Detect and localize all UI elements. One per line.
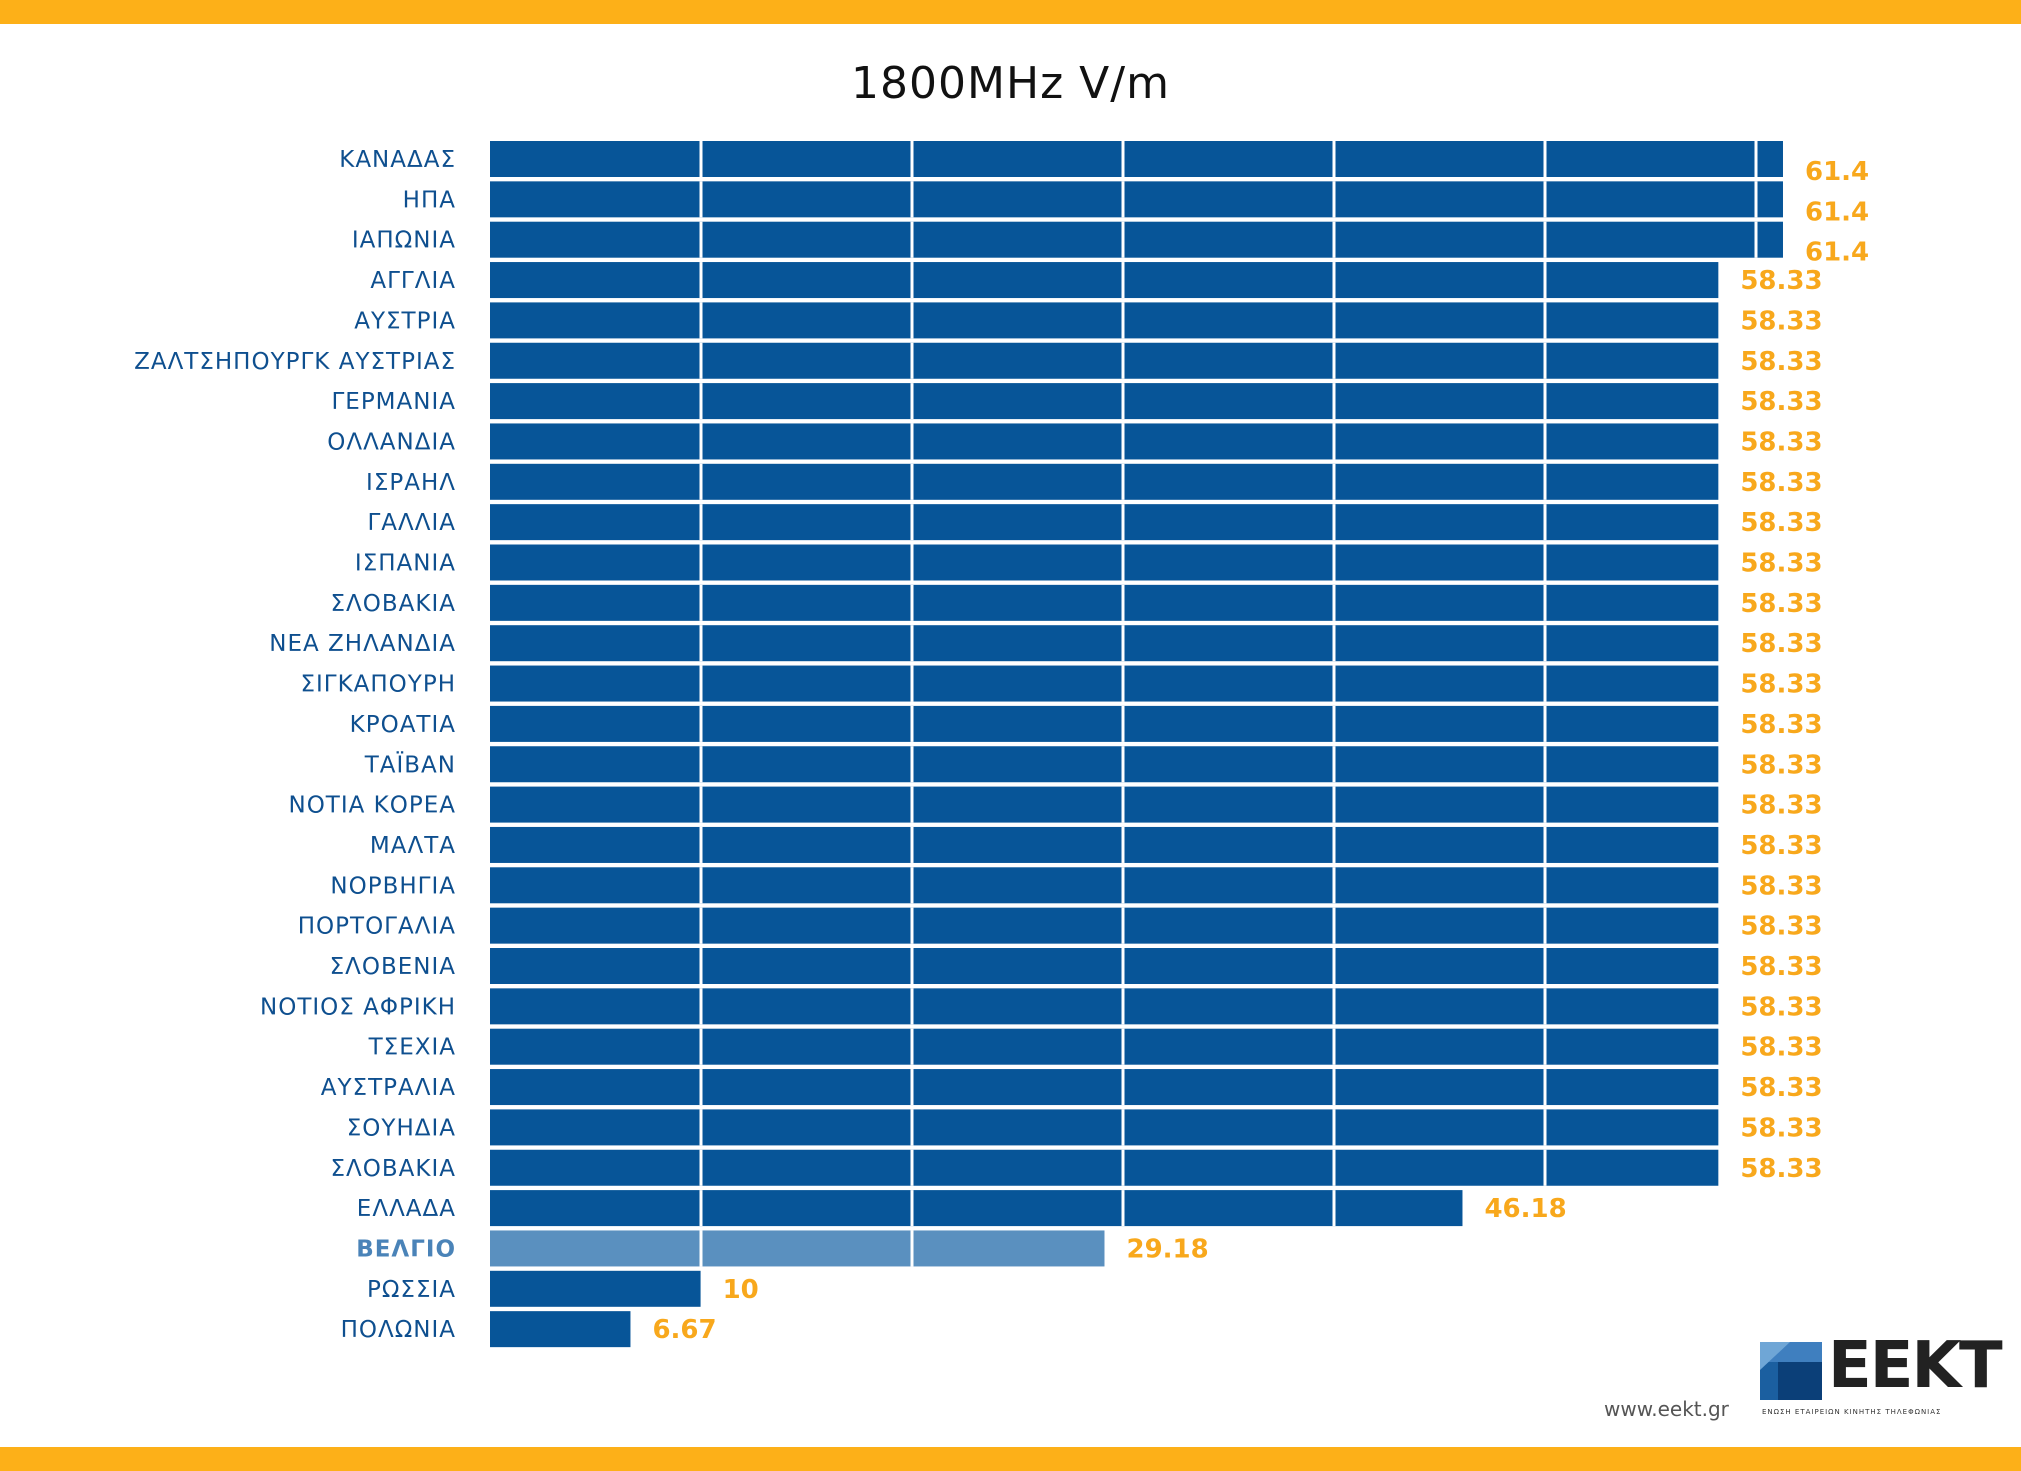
bar (490, 141, 1783, 177)
category-label: ΣΟΥΗΔΙΑ (347, 1115, 456, 1141)
value-label: 10 (723, 1275, 759, 1305)
value-label: 58.33 (1740, 1073, 1822, 1103)
value-label: 58.33 (1740, 427, 1822, 457)
value-label: 58.33 (1740, 387, 1822, 417)
bar (490, 1109, 1719, 1146)
value-label: 58.33 (1740, 589, 1822, 619)
value-label: 58.33 (1740, 1033, 1822, 1063)
eekt-logo: EEKT ΕΝΩΣΗ ΕΤΑΙΡΕΙΩΝ ΚΙΝΗΤΗΣ ΤΗΛΕΦΩΝΙΑΣ (1760, 1334, 2003, 1422)
bar (490, 826, 1719, 863)
bar (490, 181, 1783, 218)
chart-title: 1800MHz V/m (851, 58, 1170, 109)
value-label: 6.67 (652, 1315, 716, 1345)
category-label: ΣΙΓΚΑΠΟΥΡΗ (300, 672, 456, 698)
value-label: 61.4 (1805, 238, 1869, 268)
bar (490, 1149, 1719, 1186)
category-label: ΑΓΓΛΙΑ (370, 268, 456, 294)
category-label: ΙΣΡΑΗΛ (366, 470, 456, 496)
value-label: 58.33 (1740, 912, 1822, 942)
value-label: 61.4 (1805, 197, 1869, 227)
bar (490, 1270, 701, 1307)
value-label: 58.33 (1740, 549, 1822, 579)
category-label: ΝΟΤΙΑ ΚΟΡΕΑ (288, 793, 456, 819)
category-label: ΒΕΛΓΙΟ (356, 1236, 456, 1262)
category-label: ΓΑΛΛΙΑ (367, 510, 456, 536)
value-label: 58.33 (1740, 992, 1822, 1022)
bottom-accent-stripe (0, 1447, 2021, 1471)
category-label: ΝΕΑ ΖΗΛΑΝΔΙΑ (269, 631, 456, 657)
bar (490, 423, 1719, 460)
category-label: ΖΑΛΤΣΗΠΟΥΡΓΚ ΑΥΣΤΡΙΑΣ (134, 349, 456, 375)
value-label: 29.18 (1126, 1234, 1208, 1264)
bar (490, 1190, 1463, 1227)
category-label: ΚΑΝΑΔΑΣ (339, 147, 456, 173)
value-label: 58.33 (1740, 1113, 1822, 1143)
category-label: ΝΟΤΙΟΣ ΑΦΡΙΚΗ (260, 994, 456, 1020)
bar (490, 383, 1719, 420)
value-label: 58.33 (1740, 710, 1822, 740)
value-label: 58.33 (1740, 347, 1822, 377)
website-link[interactable]: www.eekt.gr (1604, 1397, 1729, 1421)
value-label: 58.33 (1740, 266, 1822, 296)
category-label: ΠΟΡΤΟΓΑΛΙΑ (298, 914, 456, 940)
value-label: 58.33 (1740, 952, 1822, 982)
bar (490, 463, 1719, 500)
bar (490, 1028, 1719, 1065)
category-label: ΑΥΣΤΡΙΑ (354, 308, 456, 334)
category-label: ΣΛΟΒΕΝΙΑ (330, 954, 456, 980)
category-label: ΤΑΪΒΑΝ (364, 750, 456, 778)
bar (490, 665, 1719, 702)
bar (490, 867, 1719, 904)
value-label: 58.33 (1740, 468, 1822, 498)
category-label: ΙΣΠΑΝΙΑ (355, 551, 456, 577)
bar (490, 988, 1719, 1025)
bar (490, 1311, 631, 1348)
value-label: 58.33 (1740, 791, 1822, 821)
logo-wordmark: EEKT (1828, 1329, 2003, 1403)
category-label: ΣΛΟΒΑΚΙΑ (331, 1156, 456, 1182)
category-label: ΤΣΕΧΙΑ (368, 1035, 456, 1061)
bar (490, 625, 1719, 662)
category-label: ΡΩΣΣΙΑ (367, 1277, 456, 1303)
bar (490, 584, 1719, 621)
category-label: ΚΡΟΑΤΙΑ (350, 712, 456, 738)
category-label: ΗΠΑ (403, 187, 456, 213)
bar (490, 948, 1719, 984)
value-label: 46.18 (1484, 1194, 1566, 1224)
category-label: ΕΛΛΑΔΑ (357, 1196, 456, 1222)
bar (490, 544, 1719, 581)
value-label: 58.33 (1740, 306, 1822, 336)
value-label: 58.33 (1740, 750, 1822, 780)
bar (490, 221, 1783, 258)
bar (490, 342, 1719, 379)
bar (490, 1069, 1719, 1106)
value-label: 58.33 (1740, 508, 1822, 538)
bar (490, 746, 1719, 783)
value-label: 61.4 (1805, 157, 1869, 187)
bar (490, 504, 1719, 541)
category-label: ΓΕΡΜΑΝΙΑ (331, 389, 456, 415)
value-label: 58.33 (1740, 670, 1822, 700)
bar (490, 302, 1719, 339)
logo-subtitle: ΕΝΩΣΗ ΕΤΑΙΡΕΙΩΝ ΚΙΝΗΤΗΣ ΤΗΛΕΦΩΝΙΑΣ (1762, 1408, 1942, 1416)
value-label: 58.33 (1740, 831, 1822, 861)
category-label: ΠΟΛΩΝΙΑ (341, 1317, 456, 1343)
value-label: 58.33 (1740, 1154, 1822, 1184)
bar (490, 786, 1719, 823)
value-label: 58.33 (1740, 871, 1822, 901)
category-label: ΑΥΣΤΡΑΛΙΑ (321, 1075, 456, 1101)
category-label: ΜΑΛΤΑ (370, 833, 456, 859)
bar (490, 907, 1719, 944)
logo-mark-icon (1760, 1342, 1822, 1400)
category-label: ΟΛΛΑΝΔΙΑ (327, 429, 456, 455)
bar (490, 705, 1719, 742)
category-label: ΙΑΠΩΝΙΑ (352, 228, 456, 254)
category-label: ΣΛΟΒΑΚΙΑ (331, 591, 456, 617)
category-label: ΝΟΡΒΗΓΙΑ (330, 873, 456, 899)
bar (490, 1230, 1105, 1267)
top-accent-stripe (0, 0, 2021, 24)
value-label: 58.33 (1740, 629, 1822, 659)
bar (490, 262, 1719, 299)
